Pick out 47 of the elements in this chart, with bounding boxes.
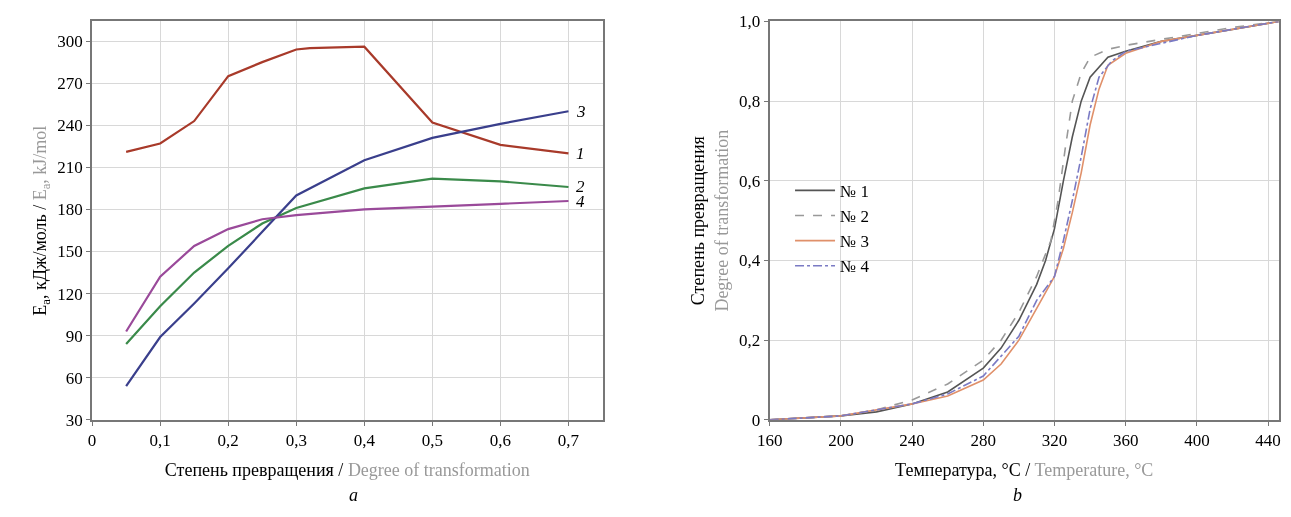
text: b: [1013, 485, 1022, 505]
line-series: [125, 177, 570, 346]
legend-label: № 1: [840, 182, 870, 202]
y-tick-label: 240: [57, 116, 83, 136]
x-tick-label: 0,3: [285, 431, 307, 451]
y-tick-label: 1,0: [739, 12, 761, 32]
x-tick-label: 400: [1184, 431, 1210, 451]
x-tick-label: 0,7: [557, 431, 580, 451]
x-tick-label: 0: [87, 431, 97, 451]
x-tick-label: 0,4: [353, 431, 376, 451]
x-tick-label: 440: [1255, 431, 1281, 451]
y-tick-label: 0,2: [739, 331, 761, 351]
y-axis-title: Степень превращения Degree of transformation: [688, 129, 732, 312]
x-tick-label: 360: [1112, 431, 1139, 451]
text: a: [349, 485, 358, 505]
x-tick-label: 240: [899, 431, 925, 451]
y-tick-label: 30: [65, 410, 83, 430]
y-tick-label: 300: [57, 32, 83, 52]
x-tick-label: 160: [756, 431, 783, 451]
x-tick-label: 320: [1041, 431, 1068, 451]
line-series: [125, 110, 570, 388]
legend-label: № 3: [840, 232, 870, 252]
y-tick-label: 150: [57, 242, 83, 262]
y-tick-label: 90: [65, 326, 83, 346]
legend-label: № 2: [840, 207, 870, 227]
x-tick-label: 0,2: [217, 431, 239, 451]
legend-label: № 4: [840, 257, 870, 277]
x-tick-label: 0,6: [489, 431, 512, 451]
line-series: [125, 45, 570, 155]
x-axis-title: Температура, °C / Temperature, °C: [895, 459, 1154, 480]
y-tick-label: 180: [57, 200, 83, 220]
line-series: [125, 199, 570, 333]
x-tick-label: 280: [970, 431, 997, 451]
x-tick-label: 0,1: [149, 431, 171, 451]
y-tick-label: 0,8: [739, 92, 761, 112]
y-tick-label: 210: [57, 158, 83, 178]
y-tick-label: 0: [751, 410, 761, 430]
series-label: 1: [576, 144, 585, 163]
y-tick-label: 270: [57, 74, 83, 94]
x-tick-label: 200: [828, 431, 854, 451]
y-tick-label: 120: [57, 284, 83, 304]
y-tick-label: 60: [65, 368, 83, 388]
y-tick-label: 0,6: [739, 171, 761, 191]
x-axis-title: Степень превращения / Degree of transformation: [164, 459, 530, 480]
x-tick-label: 0,5: [421, 431, 444, 451]
y-tick-label: 0,4: [739, 251, 761, 271]
series-label: 3: [576, 102, 586, 121]
